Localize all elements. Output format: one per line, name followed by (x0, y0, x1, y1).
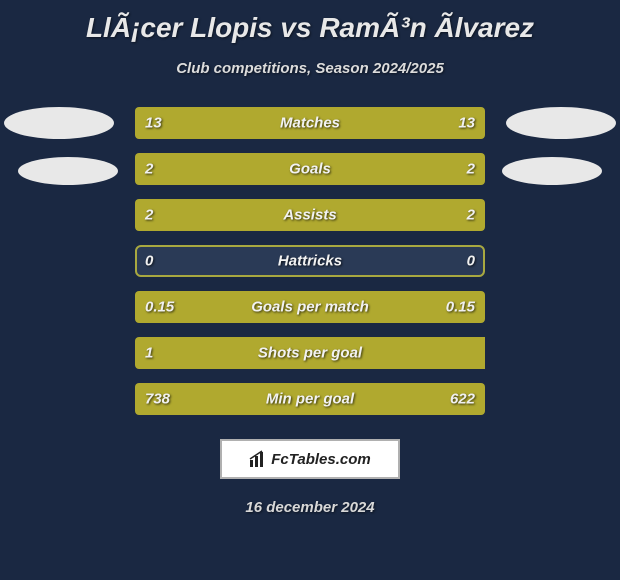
stat-value-right: 0.15 (446, 299, 475, 316)
stat-row: 0.15 0.15 Goals per match (135, 291, 485, 323)
stat-row: 2 2 Assists (135, 199, 485, 231)
stat-value-left: 2 (145, 207, 153, 224)
logo-text: FcTables.com (271, 451, 370, 468)
stat-value-left: 1 (145, 345, 153, 362)
stat-row: 1 Shots per goal (135, 337, 485, 369)
stat-value-right: 0 (467, 253, 475, 270)
stat-label: Assists (283, 207, 336, 224)
stat-value-left: 13 (145, 115, 162, 132)
stat-label: Matches (280, 115, 340, 132)
subtitle: Club competitions, Season 2024/2025 (0, 60, 620, 77)
stat-value-right: 622 (450, 391, 475, 408)
player-right-ellipse-1 (506, 107, 616, 139)
stat-row: 738 622 Min per goal (135, 383, 485, 415)
stats-area: 13 13 Matches 2 2 Goals 2 2 Assists 0 0 Hattricks 0.… (0, 107, 620, 415)
stat-fill-right (310, 153, 485, 185)
stat-value-right: 2 (467, 207, 475, 224)
stat-value-left: 2 (145, 161, 153, 178)
fctables-logo[interactable]: FcTables.com (220, 439, 400, 479)
stat-label: Min per goal (266, 391, 354, 408)
stat-label: Shots per goal (258, 345, 362, 362)
stat-value-left: 0 (145, 253, 153, 270)
stat-row: 2 2 Goals (135, 153, 485, 185)
date-label: 16 december 2024 (0, 499, 620, 516)
page-title: LlÃ¡cer Llopis vs RamÃ³n Ãlvarez (0, 0, 620, 44)
player-left-ellipse-1 (4, 107, 114, 139)
stat-row: 13 13 Matches (135, 107, 485, 139)
stat-value-left: 738 (145, 391, 170, 408)
stat-label: Goals (289, 161, 331, 178)
player-left-ellipse-2 (18, 157, 118, 185)
stat-bars: 13 13 Matches 2 2 Goals 2 2 Assists 0 0 Hattricks 0.… (135, 107, 485, 415)
stat-row: 0 0 Hattricks (135, 245, 485, 277)
stat-fill-left (135, 153, 310, 185)
stat-value-left: 0.15 (145, 299, 174, 316)
stat-label: Hattricks (278, 253, 342, 270)
player-right-ellipse-2 (502, 157, 602, 185)
stat-value-right: 13 (458, 115, 475, 132)
stat-value-right: 2 (467, 161, 475, 178)
stat-label: Goals per match (251, 299, 369, 316)
chart-icon (249, 450, 267, 468)
